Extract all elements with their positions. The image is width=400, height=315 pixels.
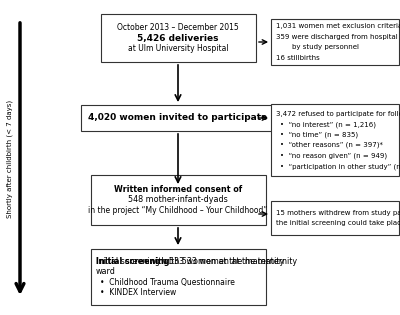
Text: Shortly after childbirth (< 7 days): Shortly after childbirth (< 7 days) [7, 100, 13, 218]
Text: 3,472 refused to participate for following reasons: 3,472 refused to participate for followi… [276, 111, 400, 117]
Text: 15 mothers withdrew from study participation before: 15 mothers withdrew from study participa… [276, 210, 400, 216]
Text: •  “no time” (n = 835): • “no time” (n = 835) [280, 131, 358, 138]
Text: •  Childhood Trauma Questionnaire: • Childhood Trauma Questionnaire [100, 278, 234, 287]
Text: ward: ward [96, 267, 115, 276]
Text: 548 mother-infant-dyads: 548 mother-infant-dyads [128, 196, 228, 204]
Text: 1,031 women met exclusion criteria: 1,031 women met exclusion criteria [276, 23, 400, 29]
Bar [271, 201, 399, 235]
Text: 5,426 deliveries: 5,426 deliveries [137, 33, 219, 43]
Text: •  KINDEX Interview: • KINDEX Interview [100, 288, 176, 297]
Text: •  “participation in other study” (n = 75): • “participation in other study” (n = 75… [280, 163, 400, 169]
Text: Initial screening with 533 women at the maternity: Initial screening with 533 women at the … [96, 257, 297, 266]
Text: October 2013 – December 2015: October 2013 – December 2015 [117, 23, 239, 32]
Text: at Ulm University Hospital: at Ulm University Hospital [128, 44, 228, 53]
Bar [271, 104, 399, 176]
Text: 4,020 women invited to participate: 4,020 women invited to participate [88, 113, 268, 123]
Text: •  “no interest” (n = 1,216): • “no interest” (n = 1,216) [280, 121, 376, 128]
Text: Written informed consent of: Written informed consent of [114, 185, 242, 194]
Text: •  “no reason given” (n = 949): • “no reason given” (n = 949) [280, 152, 387, 159]
Text: in the project “My Childhood – Your Childhood”: in the project “My Childhood – Your Chil… [88, 206, 268, 215]
Bar [90, 249, 266, 305]
Text: the initial screening could take place: the initial screening could take place [276, 220, 400, 226]
Bar [100, 14, 256, 62]
Text: 359 were discharged from hospital before contacted: 359 were discharged from hospital before… [276, 34, 400, 40]
Bar [271, 19, 399, 65]
Bar [80, 105, 276, 131]
Text: 16 stillbirths: 16 stillbirths [276, 55, 320, 61]
Text: •  “other reasons” (n = 397)*: • “other reasons” (n = 397)* [280, 142, 383, 148]
Bar [90, 175, 266, 225]
Text: Initial screening: Initial screening [96, 257, 169, 266]
Text: with 533 women at the maternity: with 533 women at the maternity [147, 257, 284, 266]
Text: by study personnel: by study personnel [292, 44, 359, 50]
